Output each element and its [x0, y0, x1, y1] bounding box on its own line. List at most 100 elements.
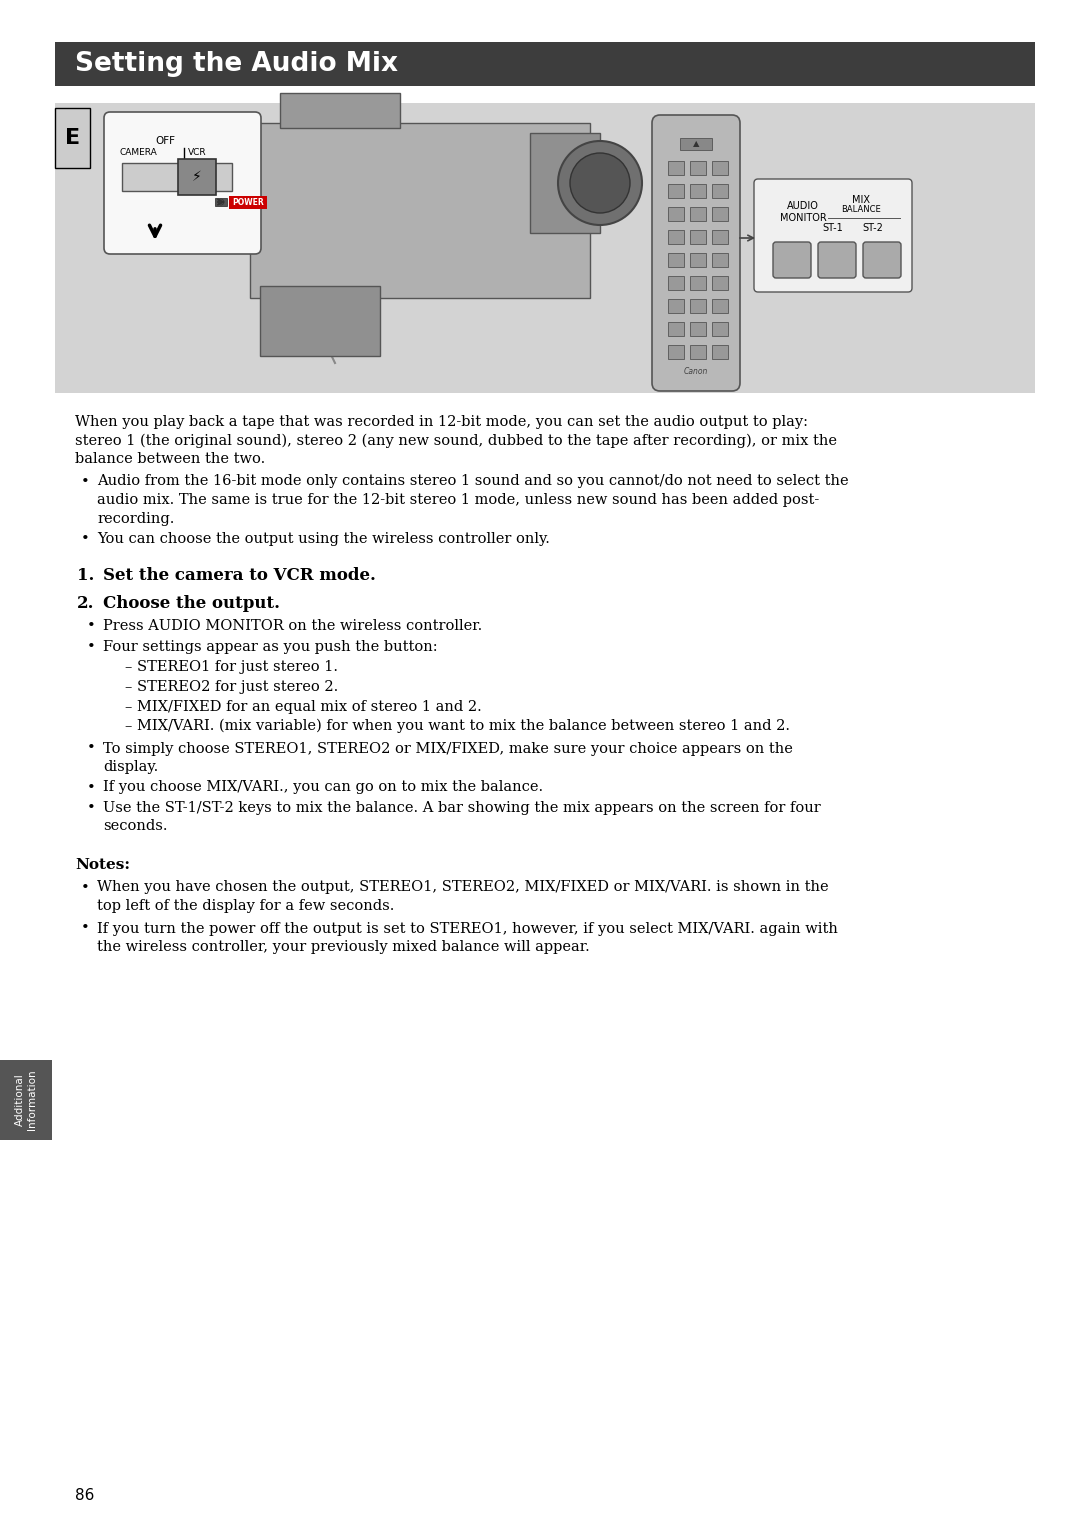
- Text: – MIX/VARI. (mix variable) for when you want to mix the balance between stereo 1: – MIX/VARI. (mix variable) for when you …: [125, 719, 789, 734]
- Text: •: •: [81, 922, 90, 935]
- Text: ▲: ▲: [692, 139, 699, 148]
- Text: display.: display.: [103, 760, 159, 774]
- Bar: [215, 198, 227, 206]
- Bar: [178, 159, 216, 195]
- Text: When you have chosen the output, STEREO1, STEREO2, MIX/FIXED or MIX/VARI. is sho: When you have chosen the output, STEREO1…: [97, 881, 828, 894]
- Text: •: •: [81, 475, 90, 488]
- Text: Press AUDIO MONITOR on the wireless controller.: Press AUDIO MONITOR on the wireless cont…: [103, 620, 483, 633]
- Text: Setting the Audio Mix: Setting the Audio Mix: [75, 50, 399, 76]
- Text: Use the ST-1/ST-2 keys to mix the balance. A bar showing the mix appears on the : Use the ST-1/ST-2 keys to mix the balanc…: [103, 801, 821, 815]
- Bar: [669, 230, 684, 244]
- Bar: [260, 285, 380, 356]
- Text: BALANCE: BALANCE: [841, 204, 881, 214]
- Bar: [690, 185, 706, 198]
- Bar: [690, 299, 706, 313]
- Text: •: •: [87, 801, 96, 815]
- Bar: [690, 230, 706, 244]
- Text: AUDIO: AUDIO: [787, 201, 819, 211]
- FancyBboxPatch shape: [104, 111, 261, 253]
- Bar: [680, 137, 712, 150]
- Bar: [712, 299, 728, 313]
- Text: 86: 86: [75, 1488, 94, 1503]
- Bar: [712, 162, 728, 175]
- Bar: [712, 322, 728, 336]
- Circle shape: [218, 198, 224, 204]
- Text: top left of the display for a few seconds.: top left of the display for a few second…: [97, 899, 394, 913]
- Text: Notes:: Notes:: [75, 858, 130, 871]
- Text: •: •: [87, 780, 96, 795]
- Text: audio mix. The same is true for the 12-bit stereo 1 mode, unless new sound has b: audio mix. The same is true for the 12-b…: [97, 493, 820, 507]
- Text: Canon: Canon: [684, 366, 708, 375]
- Bar: [690, 253, 706, 267]
- Text: 1.: 1.: [77, 566, 94, 583]
- FancyBboxPatch shape: [773, 243, 811, 278]
- Text: stereo 1 (the original sound), stereo 2 (any new sound, dubbed to the tape after: stereo 1 (the original sound), stereo 2 …: [75, 433, 837, 449]
- Bar: [690, 162, 706, 175]
- Bar: [122, 163, 232, 191]
- Text: – STEREO1 for just stereo 1.: – STEREO1 for just stereo 1.: [125, 661, 338, 674]
- Text: – STEREO2 for just stereo 2.: – STEREO2 for just stereo 2.: [125, 681, 338, 694]
- Text: •: •: [87, 742, 96, 755]
- Text: OFF: OFF: [156, 136, 175, 146]
- FancyBboxPatch shape: [863, 243, 901, 278]
- FancyBboxPatch shape: [652, 114, 740, 391]
- Text: •: •: [81, 881, 90, 894]
- Bar: [712, 345, 728, 359]
- Bar: [712, 230, 728, 244]
- Text: CAMERA: CAMERA: [120, 148, 158, 157]
- Bar: [712, 208, 728, 221]
- Text: ST-1: ST-1: [823, 223, 843, 233]
- Text: POWER: POWER: [232, 198, 264, 208]
- Text: •: •: [87, 620, 96, 633]
- Text: If you choose MIX/VARI., you can go on to mix the balance.: If you choose MIX/VARI., you can go on t…: [103, 780, 543, 795]
- Text: •: •: [87, 639, 96, 655]
- Bar: [690, 322, 706, 336]
- Text: balance between the two.: balance between the two.: [75, 452, 266, 465]
- Text: E: E: [65, 128, 80, 148]
- Bar: [669, 185, 684, 198]
- Bar: [669, 162, 684, 175]
- Bar: [669, 299, 684, 313]
- Bar: [690, 276, 706, 290]
- Bar: [690, 208, 706, 221]
- Bar: [280, 93, 400, 128]
- Bar: [229, 195, 267, 209]
- Bar: [55, 108, 90, 168]
- Text: ⚡: ⚡: [192, 169, 202, 185]
- Bar: [669, 276, 684, 290]
- Text: Additional
Information: Additional Information: [15, 1070, 37, 1131]
- Text: MIX: MIX: [852, 195, 870, 204]
- Bar: [712, 253, 728, 267]
- Bar: [669, 208, 684, 221]
- Text: You can choose the output using the wireless controller only.: You can choose the output using the wire…: [97, 533, 550, 546]
- Text: Choose the output.: Choose the output.: [103, 595, 280, 612]
- Text: the wireless controller, your previously mixed balance will appear.: the wireless controller, your previously…: [97, 940, 590, 954]
- Bar: [530, 133, 600, 233]
- Text: 2.: 2.: [77, 595, 95, 612]
- Bar: [690, 345, 706, 359]
- Bar: [0, 1061, 52, 1140]
- Text: Set the camera to VCR mode.: Set the camera to VCR mode.: [103, 566, 376, 583]
- FancyBboxPatch shape: [754, 179, 912, 291]
- Circle shape: [570, 153, 630, 214]
- Bar: [249, 124, 590, 298]
- FancyBboxPatch shape: [818, 243, 856, 278]
- Text: – MIX/FIXED for an equal mix of stereo 1 and 2.: – MIX/FIXED for an equal mix of stereo 1…: [125, 699, 482, 714]
- Bar: [55, 102, 1035, 394]
- Text: seconds.: seconds.: [103, 819, 167, 833]
- Bar: [55, 43, 1035, 85]
- Text: ST-2: ST-2: [863, 223, 883, 233]
- Circle shape: [558, 140, 642, 224]
- Text: •: •: [81, 533, 90, 546]
- Text: When you play back a tape that was recorded in 12-bit mode, you can set the audi: When you play back a tape that was recor…: [75, 415, 808, 429]
- Bar: [712, 276, 728, 290]
- Text: If you turn the power off the output is set to STEREO1, however, if you select M: If you turn the power off the output is …: [97, 922, 838, 935]
- Bar: [669, 322, 684, 336]
- Bar: [712, 185, 728, 198]
- Bar: [669, 253, 684, 267]
- Text: To simply choose STEREO1, STEREO2 or MIX/FIXED, make sure your choice appears on: To simply choose STEREO1, STEREO2 or MIX…: [103, 742, 793, 755]
- Text: recording.: recording.: [97, 511, 174, 525]
- Text: Audio from the 16-bit mode only contains stereo 1 sound and so you cannot/do not: Audio from the 16-bit mode only contains…: [97, 475, 849, 488]
- Bar: [669, 345, 684, 359]
- Text: VCR: VCR: [188, 148, 206, 157]
